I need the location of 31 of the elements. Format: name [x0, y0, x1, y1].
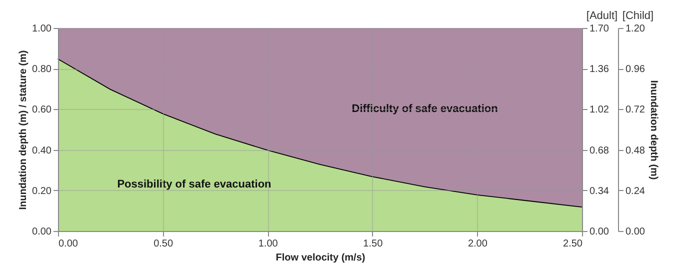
y3-tick-label: 0.48	[626, 145, 646, 156]
text: [Adult]	[586, 10, 618, 22]
y3-tick-label: 1.20	[626, 24, 646, 34]
y3-tick-label: 0.72	[626, 104, 646, 116]
y-tick-label: 0.40	[32, 145, 52, 156]
y-axis-title: Inundation depth (m) / stature (m)	[18, 50, 30, 210]
y-tick-label: 0.00	[32, 226, 52, 238]
y3-axis-title: Inundation depth (m)	[648, 80, 659, 180]
x-tick-label: 0.50	[154, 238, 174, 250]
y2-tick-label: 0.00	[590, 226, 610, 238]
y2-tick-label: 1.36	[590, 64, 610, 76]
y2-tick-label: 0.68	[590, 145, 610, 156]
x-tick-label: 0.00	[58, 238, 78, 250]
y2-tick-label: 0.34	[590, 186, 610, 197]
y3-tick-label: 0.00	[626, 226, 646, 238]
y3-tick-label: 0.24	[626, 186, 646, 197]
y2-tick-label: 1.70	[590, 24, 610, 34]
x-axis-title: Flow velocity (m/s)	[276, 252, 366, 264]
x-tick-label: 1.00	[258, 238, 278, 250]
annotation: Difficulty of safe evacuation	[352, 103, 498, 116]
annotation: Possibility of safe evacuation	[117, 178, 272, 190]
x-tick-label: 2.00	[468, 238, 488, 250]
text: [Child]	[622, 10, 654, 22]
y2-tick-label: 1.02	[590, 104, 610, 116]
y-tick-label: 0.80	[32, 64, 52, 76]
x-tick-label: 2.50	[563, 238, 583, 250]
y-tick-label: 1.00	[32, 24, 52, 34]
y3-tick-label: 0.96	[626, 64, 646, 76]
x-tick-label: 1.50	[363, 238, 384, 250]
y-tick-label: 0.20	[32, 186, 52, 197]
y-tick-label: 0.60	[32, 104, 52, 116]
